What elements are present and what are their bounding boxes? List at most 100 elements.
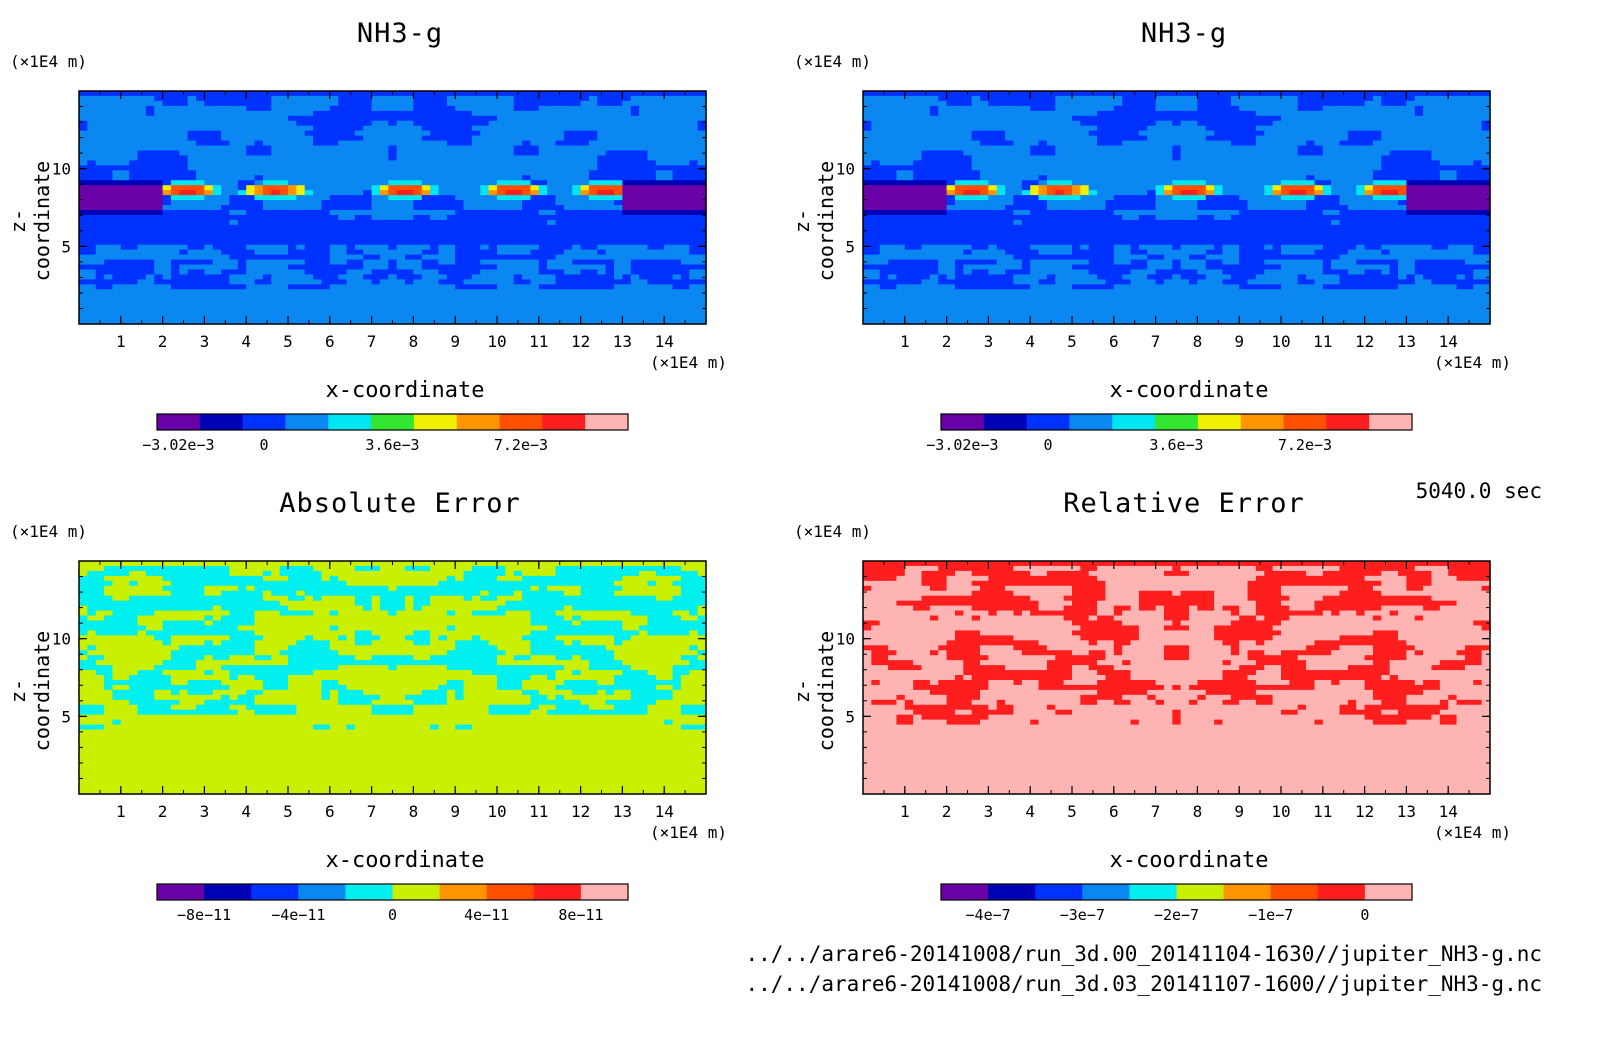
heatmap-cell [488, 244, 498, 251]
heatmap-cell [614, 309, 623, 315]
heatmap-cell [588, 239, 598, 246]
heatmap-cell [446, 309, 456, 315]
heatmap-cell [547, 120, 557, 127]
heatmap-cell [1013, 299, 1023, 305]
heatmap-cell [371, 304, 381, 310]
heatmap-cell [204, 110, 214, 117]
heatmap-cell [655, 125, 665, 132]
heatmap-cell [288, 120, 297, 127]
heatmap-cell [563, 214, 573, 221]
heatmap-cell [288, 130, 297, 137]
heatmap-cell [396, 314, 406, 320]
heatmap-cell [1072, 309, 1081, 315]
heatmap-cell [1013, 115, 1023, 122]
colorbar-frame [156, 413, 629, 431]
heatmap-cell [162, 195, 172, 201]
heatmap-cell [162, 229, 172, 236]
heatmap-cell [929, 214, 939, 221]
heatmap-cell [338, 145, 348, 152]
heatmap-cell [187, 304, 197, 310]
heatmap-cell [363, 309, 373, 315]
heatmap-cell [988, 185, 998, 191]
heatmap-cell [580, 319, 590, 325]
heatmap-cell [639, 264, 649, 271]
heatmap-cell [279, 165, 289, 171]
heatmap-cell [946, 249, 956, 256]
heatmap-cell [988, 100, 998, 107]
heatmap-cell [379, 239, 389, 246]
heatmap-cell [229, 274, 239, 280]
heatmap-cell [229, 214, 239, 221]
heatmap-cell [954, 100, 964, 107]
heatmap-cell [929, 145, 939, 152]
heatmap-cell [647, 289, 657, 295]
heatmap-cell [87, 209, 97, 216]
heatmap-cell [471, 309, 481, 315]
heatmap-cell [221, 205, 231, 211]
heatmap-cell [79, 294, 88, 300]
heatmap-cell [1030, 205, 1040, 211]
heatmap-cell [346, 309, 356, 315]
heatmap-cell [321, 91, 331, 97]
heatmap-cell [170, 135, 180, 142]
heatmap-cell [963, 214, 973, 221]
heatmap-cell [1030, 190, 1040, 196]
heatmap-cell [296, 200, 306, 206]
heatmap-cell [246, 155, 256, 162]
heatmap-cell [580, 239, 590, 246]
heatmap-cell [212, 175, 222, 181]
heatmap-cell [221, 145, 231, 152]
heatmap-cell [405, 91, 414, 97]
heatmap-cell [421, 110, 431, 117]
heatmap-cell [963, 140, 973, 147]
heatmap-cell [480, 299, 490, 305]
heatmap-cell [904, 219, 914, 226]
heatmap-cell [888, 299, 898, 305]
heatmap-cell [371, 214, 381, 221]
heatmap-cell [980, 91, 989, 97]
heatmap-cell [321, 274, 331, 280]
heatmap-cell [79, 289, 88, 295]
heatmap-cell [446, 200, 456, 206]
heatmap-cell [313, 105, 323, 112]
heatmap-cell [563, 314, 573, 320]
heatmap-cell [363, 175, 373, 181]
heatmap-cell [288, 284, 297, 290]
heatmap-cell [689, 195, 699, 201]
heatmap-cell [1080, 195, 1090, 201]
heatmap-cell [980, 264, 989, 271]
heatmap-cell [904, 279, 914, 285]
heatmap-cell [379, 160, 389, 166]
heatmap-cell [212, 309, 222, 315]
heatmap-cell [963, 155, 973, 162]
heatmap-cell [221, 274, 231, 280]
heatmap-cell [438, 229, 448, 236]
heatmap-cell [279, 239, 289, 246]
heatmap-cell [179, 105, 189, 112]
heatmap-cell [547, 209, 557, 216]
heatmap-cell [689, 219, 699, 226]
heatmap-cell [572, 175, 582, 181]
heatmap-cell [1030, 125, 1040, 132]
heatmap-cell [664, 175, 674, 181]
heatmap-cell [622, 309, 632, 315]
heatmap-cell [254, 219, 264, 226]
heatmap-cell [1030, 224, 1040, 231]
heatmap-cell [904, 105, 914, 112]
colorbar-swatch [585, 414, 629, 430]
heatmap-cell [597, 274, 607, 280]
heatmap-cell [580, 314, 590, 320]
heatmap-cell [488, 130, 498, 137]
heatmap-cell [580, 185, 590, 191]
heatmap-cell [112, 195, 122, 201]
heatmap-cell [904, 309, 914, 315]
heatmap-cell [145, 130, 155, 137]
heatmap-cell [988, 304, 998, 310]
heatmap-cell [262, 254, 272, 261]
heatmap-cell [555, 95, 565, 102]
heatmap-cell [438, 279, 448, 285]
heatmap-cell [888, 150, 898, 157]
heatmap-cell [929, 309, 939, 315]
z-unit-label: (×1E4 m) [10, 52, 88, 71]
heatmap-cell [430, 259, 440, 266]
